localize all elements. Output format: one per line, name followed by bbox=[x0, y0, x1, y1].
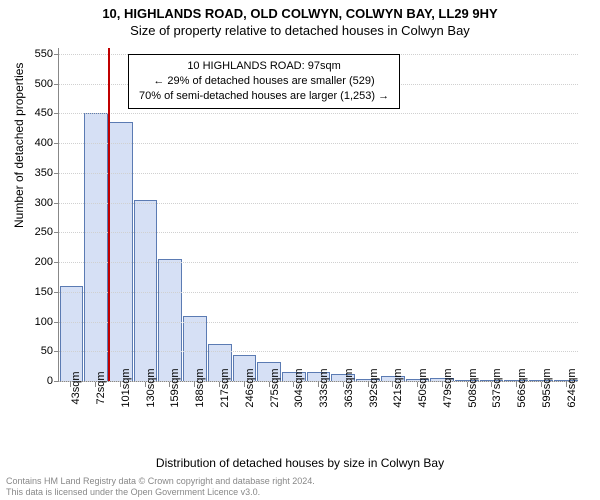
y-tick-mark bbox=[54, 173, 59, 174]
y-tick-mark bbox=[54, 232, 59, 233]
y-tick-label: 0 bbox=[47, 375, 53, 387]
x-tick: 43sqm bbox=[58, 382, 83, 408]
x-tick: 537sqm bbox=[479, 382, 504, 408]
x-tick-label: 275sqm bbox=[269, 368, 281, 407]
callout-line-2: ← 29% of detached houses are smaller (52… bbox=[139, 74, 389, 89]
x-tick: 246sqm bbox=[231, 382, 256, 408]
y-tick-mark bbox=[54, 292, 59, 293]
gridline bbox=[59, 203, 578, 204]
histogram-bar bbox=[134, 200, 158, 381]
x-tick: 304sqm bbox=[281, 382, 306, 408]
x-tick-label: 246sqm bbox=[244, 368, 256, 407]
gridline bbox=[59, 113, 578, 114]
gridline bbox=[59, 292, 578, 293]
x-tick: 159sqm bbox=[157, 382, 182, 408]
histogram-bar bbox=[158, 259, 182, 381]
x-tick-label: 217sqm bbox=[219, 368, 231, 407]
y-tick-label: 350 bbox=[35, 167, 53, 179]
y-tick-label: 450 bbox=[35, 107, 53, 119]
x-tick: 188sqm bbox=[182, 382, 207, 408]
x-tick-label: 508sqm bbox=[467, 368, 479, 407]
footer-line-1: Contains HM Land Registry data © Crown c… bbox=[6, 476, 315, 487]
y-tick-label: 150 bbox=[35, 286, 53, 298]
x-tick: 421sqm bbox=[380, 382, 405, 408]
x-tick-label: 479sqm bbox=[442, 368, 454, 407]
x-tick: 275sqm bbox=[256, 382, 281, 408]
x-tick-label: 188sqm bbox=[194, 368, 206, 407]
x-tick-label: 421sqm bbox=[392, 368, 404, 407]
x-tick-label: 537sqm bbox=[491, 368, 503, 407]
gridline bbox=[59, 351, 578, 352]
y-tick-label: 50 bbox=[41, 345, 53, 357]
y-tick-label: 550 bbox=[35, 48, 53, 60]
y-tick-mark bbox=[54, 351, 59, 352]
y-tick-mark bbox=[54, 54, 59, 55]
y-tick-label: 300 bbox=[35, 197, 53, 209]
x-tick-label: 363sqm bbox=[343, 368, 355, 407]
y-axis-label: Number of detached properties bbox=[12, 63, 26, 228]
x-tick: 595sqm bbox=[529, 382, 554, 408]
footer-attribution: Contains HM Land Registry data © Crown c… bbox=[6, 476, 315, 498]
y-tick-mark bbox=[54, 84, 59, 85]
x-tick-label: 595sqm bbox=[541, 368, 553, 407]
x-tick: 217sqm bbox=[207, 382, 232, 408]
x-tick-label: 333sqm bbox=[318, 368, 330, 407]
x-tick: 363sqm bbox=[330, 382, 355, 408]
gridline bbox=[59, 143, 578, 144]
y-tick-label: 100 bbox=[35, 316, 53, 328]
histogram-bar bbox=[60, 286, 84, 381]
y-tick-label: 400 bbox=[35, 137, 53, 149]
page-title: 10, HIGHLANDS ROAD, OLD COLWYN, COLWYN B… bbox=[0, 6, 600, 21]
x-tick-label: 159sqm bbox=[169, 368, 181, 407]
x-tick-label: 392sqm bbox=[368, 368, 380, 407]
x-tick: 130sqm bbox=[132, 382, 157, 408]
x-tick-label: 450sqm bbox=[417, 368, 429, 407]
x-tick: 624sqm bbox=[553, 382, 578, 408]
x-tick-label: 101sqm bbox=[120, 368, 132, 407]
y-tick-mark bbox=[54, 322, 59, 323]
x-tick: 566sqm bbox=[504, 382, 529, 408]
y-tick-mark bbox=[54, 113, 59, 114]
callout-line-1: 10 HIGHLANDS ROAD: 97sqm bbox=[139, 59, 389, 74]
x-tick: 479sqm bbox=[429, 382, 454, 408]
x-tick: 392sqm bbox=[355, 382, 380, 408]
x-tick: 72sqm bbox=[83, 382, 108, 408]
x-axis-label: Distribution of detached houses by size … bbox=[0, 456, 600, 470]
x-tick-label: 304sqm bbox=[293, 368, 305, 407]
gridline bbox=[59, 322, 578, 323]
x-tick: 333sqm bbox=[306, 382, 331, 408]
page-subtitle: Size of property relative to detached ho… bbox=[0, 23, 600, 38]
x-tick-label: 72sqm bbox=[95, 371, 107, 404]
gridline bbox=[59, 232, 578, 233]
gridline bbox=[59, 262, 578, 263]
x-tick-label: 624sqm bbox=[566, 368, 578, 407]
y-tick-mark bbox=[54, 143, 59, 144]
x-tick: 450sqm bbox=[405, 382, 430, 408]
y-tick-label: 250 bbox=[35, 226, 53, 238]
gridline bbox=[59, 173, 578, 174]
callout-line-3: 70% of semi-detached houses are larger (… bbox=[139, 89, 389, 104]
marker-line bbox=[108, 48, 110, 381]
footer-line-2: This data is licensed under the Open Gov… bbox=[6, 487, 315, 498]
y-tick-label: 200 bbox=[35, 256, 53, 268]
callout-box: 10 HIGHLANDS ROAD: 97sqm ← 29% of detach… bbox=[128, 54, 400, 109]
y-tick-label: 500 bbox=[35, 78, 53, 90]
x-ticks: 43sqm72sqm101sqm130sqm159sqm188sqm217sqm… bbox=[58, 382, 578, 408]
x-tick-label: 130sqm bbox=[145, 368, 157, 407]
x-tick-label: 566sqm bbox=[516, 368, 528, 407]
histogram-bar bbox=[84, 113, 108, 381]
y-tick-mark bbox=[54, 262, 59, 263]
x-tick-label: 43sqm bbox=[70, 371, 82, 404]
x-tick: 508sqm bbox=[454, 382, 479, 408]
histogram-bar bbox=[109, 122, 133, 381]
y-tick-mark bbox=[54, 203, 59, 204]
x-tick: 101sqm bbox=[108, 382, 133, 408]
